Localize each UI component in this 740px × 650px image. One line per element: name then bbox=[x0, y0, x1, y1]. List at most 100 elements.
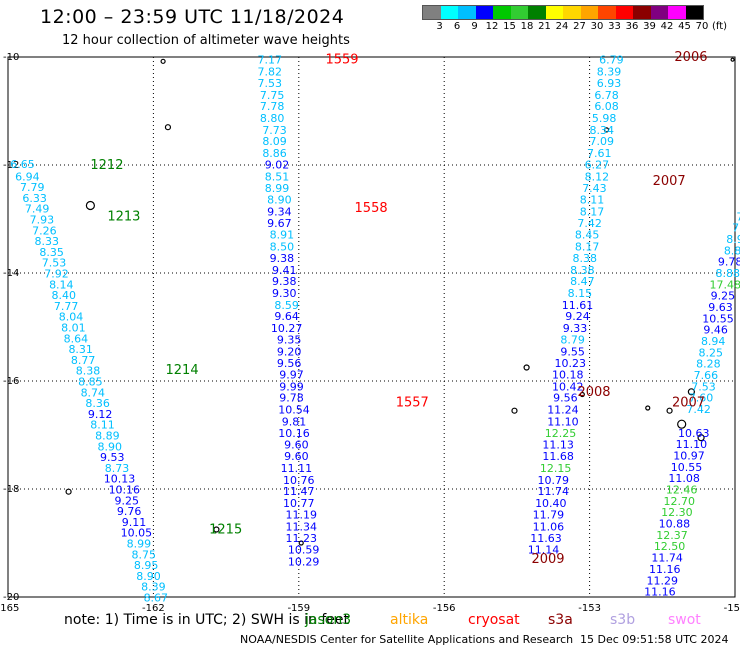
wave-height-label: 9.63 bbox=[708, 301, 733, 314]
wave-height-label: 9.41 bbox=[272, 264, 297, 277]
legend-swatch bbox=[423, 6, 441, 19]
wave-height-label: 11.23 bbox=[285, 532, 317, 545]
lat-tick-label: -18 bbox=[3, 484, 19, 495]
island-outline bbox=[65, 488, 72, 495]
legend-tick-label: 27 bbox=[573, 21, 586, 32]
lon-tick-label: -156 bbox=[433, 603, 456, 614]
wave-height-label: 8.34 bbox=[589, 124, 614, 137]
wave-height-label: 11.13 bbox=[542, 439, 574, 452]
credit-line: NOAA/NESDIS Center for Satellite Applica… bbox=[240, 633, 728, 646]
legend-swatch bbox=[493, 6, 511, 19]
wave-height-label: 9.11 bbox=[122, 516, 147, 529]
wave-height-label: 9.02 bbox=[265, 158, 290, 171]
wave-height-label: 10.77 bbox=[283, 497, 315, 510]
legend-swatch bbox=[580, 6, 598, 19]
wave-height-label: 11.68 bbox=[542, 450, 574, 463]
wave-height-label: 9.12 bbox=[88, 408, 113, 421]
legend-tick-label: (ft) bbox=[711, 21, 728, 32]
wave-height-label: 10.13 bbox=[104, 473, 136, 486]
wave-height-label: 7.79 bbox=[20, 181, 45, 194]
wave-height-label: 10.59 bbox=[288, 543, 320, 556]
wave-height-label: 12.25 bbox=[545, 427, 577, 440]
timestamp: 15 Dec 09:51:58 UTC 2024 bbox=[580, 633, 729, 646]
pass-time-label: 1212 bbox=[90, 158, 123, 173]
wave-height-label: 8.59 bbox=[274, 299, 299, 312]
legend-swatch bbox=[440, 6, 458, 19]
lon-tick-label: -165 bbox=[0, 603, 19, 614]
wave-height-label: 9.24 bbox=[565, 310, 590, 323]
wave-height-label: 10.16 bbox=[109, 484, 141, 497]
wave-height-label: 8.9 bbox=[726, 233, 740, 246]
wave-height-label: 6.94 bbox=[15, 170, 40, 183]
wave-height-label: 9.25 bbox=[711, 290, 736, 303]
wave-height-label: 8.75 bbox=[131, 548, 156, 561]
wave-height-label: 10.16 bbox=[278, 427, 310, 440]
wave-height-label: 6.27 bbox=[585, 158, 610, 171]
wave-height-label: 10.76 bbox=[283, 474, 315, 487]
wave-height-label: 9.33 bbox=[563, 322, 588, 335]
wave-height-label: 8.99 bbox=[265, 182, 290, 195]
wave-height-label: 9.38 bbox=[272, 275, 297, 288]
wave-height-label: 7. bbox=[732, 222, 740, 235]
wave-height-label: 7.93 bbox=[30, 214, 55, 227]
wave-height-label: 12.30 bbox=[661, 506, 693, 519]
legend-color-bar bbox=[422, 5, 704, 20]
wave-height-label: 9.78 bbox=[279, 392, 304, 405]
wave-height-label: 9.76 bbox=[117, 505, 142, 518]
wave-height-label: 10.88 bbox=[659, 518, 691, 531]
legend-tick-label: 45 bbox=[678, 21, 691, 32]
wave-height-label: 12.70 bbox=[664, 495, 696, 508]
wave-height-label: 7.42 bbox=[577, 217, 602, 230]
legend-tick-label: 42 bbox=[660, 21, 674, 32]
wave-height-label: 6.65 bbox=[10, 158, 35, 171]
wave-height-label: 8.35 bbox=[39, 246, 64, 259]
wave-height-label: 7.53 bbox=[42, 257, 67, 270]
wave-height-label: 10.05 bbox=[121, 527, 153, 540]
wave-height-label: 9.55 bbox=[560, 345, 585, 358]
wave-height-label: 11.08 bbox=[668, 472, 700, 485]
wave-height-label: 10.63 bbox=[678, 427, 710, 440]
pass-time-label: 1214 bbox=[166, 363, 199, 378]
pass-time-label: 1559 bbox=[325, 53, 358, 68]
wave-height-label: 11.61 bbox=[562, 299, 594, 312]
wave-height-label: 9.56 bbox=[277, 357, 302, 370]
lat-tick-label: -20 bbox=[3, 592, 19, 603]
wave-height-label: 7.75 bbox=[260, 89, 285, 102]
legend-tick-label: 3 bbox=[436, 21, 443, 32]
wave-height-label: 10.27 bbox=[271, 322, 303, 335]
legend-tick-label: 70 bbox=[695, 21, 709, 32]
wave-height-label: 8.77 bbox=[71, 354, 96, 367]
lat-tick-label: -10 bbox=[3, 52, 19, 63]
wave-height-label: 8.85 bbox=[78, 376, 103, 389]
wave-height-label: 8.33 bbox=[35, 235, 60, 248]
wave-height-label: 8.36 bbox=[85, 397, 110, 410]
wave-height-label: 9.53 bbox=[100, 451, 125, 464]
pass-time-label: 2006 bbox=[674, 50, 707, 65]
wave-height-label: 7.42 bbox=[686, 403, 711, 416]
wave-height-label: 9.30 bbox=[272, 287, 297, 300]
legend-swatch bbox=[475, 6, 493, 19]
wave-height-label: 8.45 bbox=[575, 229, 600, 242]
wave-height-label: 8.17 bbox=[575, 241, 600, 254]
pass-time-label: 1558 bbox=[355, 201, 388, 216]
wave-height-label: 10.29 bbox=[288, 555, 320, 568]
wave-height-label: 10.18 bbox=[552, 369, 584, 382]
wave-height-label: 11.63 bbox=[530, 532, 562, 545]
wave-height-label: 8.40 bbox=[51, 289, 76, 302]
island-outline bbox=[298, 540, 304, 546]
wave-height-label: 8.50 bbox=[270, 241, 295, 254]
legend-swatch bbox=[633, 6, 651, 19]
wave-height-label: 12.50 bbox=[654, 540, 686, 553]
wave-height-label: 8.39 bbox=[141, 581, 166, 594]
wave-height-label: 8.89 bbox=[95, 430, 120, 443]
wave-height-label: 6.79 bbox=[599, 54, 624, 67]
wave-height-label: 12.46 bbox=[666, 484, 698, 497]
lat-tick-label: -12 bbox=[3, 160, 19, 171]
wave-height-label: 8.25 bbox=[699, 346, 724, 359]
wave-height-label: 10.97 bbox=[673, 450, 705, 463]
wave-height-label: 9.34 bbox=[267, 205, 292, 218]
satellite-label-s3a: s3a bbox=[548, 612, 573, 628]
wave-height-label: 9.64 bbox=[274, 310, 299, 323]
wave-height-label: 5.98 bbox=[592, 112, 617, 125]
